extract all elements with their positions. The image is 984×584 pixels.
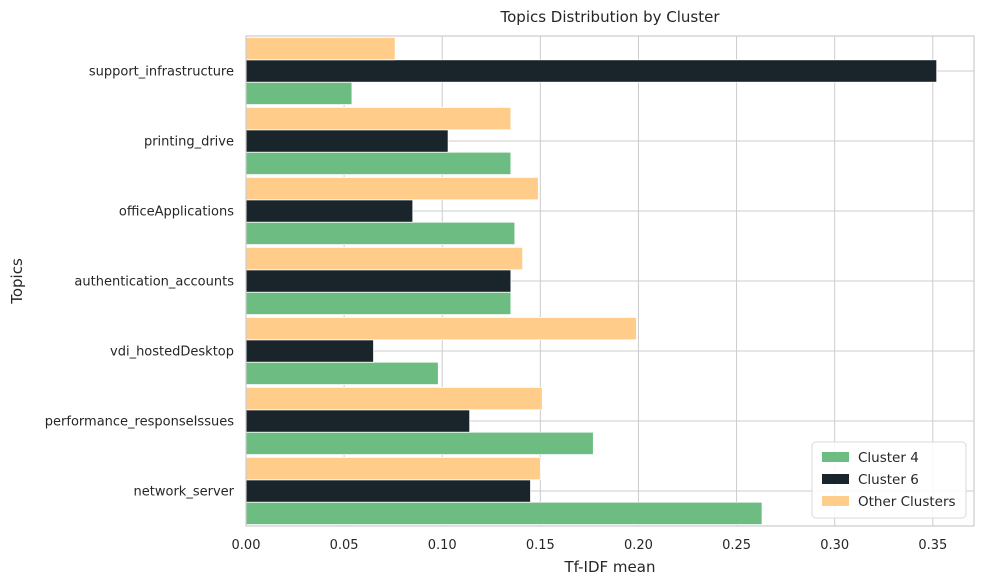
bar-cluster-4-performance_responseIssues [245, 431, 594, 456]
bar-cluster-4-network_server [245, 501, 763, 526]
bar-cluster-4-vdi_hostedDesktop [245, 361, 439, 386]
bar-cluster-4-printing_drive [245, 151, 512, 175]
x-tick-labels: 0.00 0.05 0.10 0.15 0.20 0.25 0.30 0.35 [232, 538, 948, 553]
legend-box [811, 441, 967, 519]
bar-cluster-4-support_infrastructure [245, 81, 353, 105]
bar-cluster-6-authentication_accounts [245, 269, 512, 293]
bar-other-clusters-authentication_accounts [245, 246, 524, 271]
bar-cluster-6-vdi_hostedDesktop [245, 339, 374, 363]
bar-cluster-4-authentication_accounts [245, 291, 512, 316]
x-tick-label: 0.10 [428, 538, 457, 553]
y-tick-label: officeApplications [119, 205, 234, 220]
y-tick-label: support_infrastructure [89, 65, 234, 80]
bar-cluster-6-officeApplications [245, 199, 414, 223]
legend: Cluster 4 Cluster 6 Other Clusters [811, 441, 967, 519]
bar-cluster-6-support_infrastructure [245, 59, 938, 83]
legend-entry: Cluster 4 [858, 450, 919, 466]
legend-swatch [822, 474, 849, 484]
chart-title: Topics Distribution by Cluster [500, 8, 721, 26]
bar-other-clusters-printing_drive [245, 107, 512, 131]
bar-cluster-6-network_server [245, 479, 531, 503]
y-tick-label: authentication_accounts [74, 275, 234, 290]
bar-cluster-6-printing_drive [245, 129, 449, 153]
x-tick-label: 0.20 [624, 538, 653, 553]
bar-other-clusters-network_server [245, 456, 541, 481]
x-tick-label: 0.25 [722, 538, 751, 553]
bar-other-clusters-officeApplications [245, 176, 539, 201]
bar-other-clusters-support_infrastructure [245, 37, 396, 61]
x-tick-label: 0.35 [918, 538, 947, 553]
x-tick-label: 0.00 [232, 538, 261, 553]
x-tick-label: 0.05 [330, 538, 359, 553]
legend-entry: Other Clusters [858, 494, 956, 510]
y-tick-label: vdi_hostedDesktop [110, 345, 234, 360]
bar-cluster-6-performance_responseIssues [245, 409, 471, 433]
legend-entry: Cluster 6 [858, 472, 919, 488]
bar-cluster-4-officeApplications [245, 221, 516, 245]
x-tick-label: 0.30 [820, 538, 849, 553]
bar-other-clusters-vdi_hostedDesktop [245, 316, 637, 341]
legend-swatch [822, 452, 849, 462]
x-tick-label: 0.15 [526, 538, 555, 553]
y-tick-label: network_server [134, 485, 235, 500]
x-axis-label: Tf-IDF mean [564, 558, 656, 576]
y-tick-label: printing_drive [144, 135, 234, 150]
plot-frame [245, 35, 975, 527]
y-tick-labels: network_server performance_responseIssues… [45, 65, 235, 500]
bar-other-clusters-performance_responseIssues [245, 386, 543, 411]
y-axis-label: Topics [8, 258, 26, 305]
y-tick-label: performance_responseIssues [45, 415, 234, 430]
legend-swatch [822, 496, 849, 506]
